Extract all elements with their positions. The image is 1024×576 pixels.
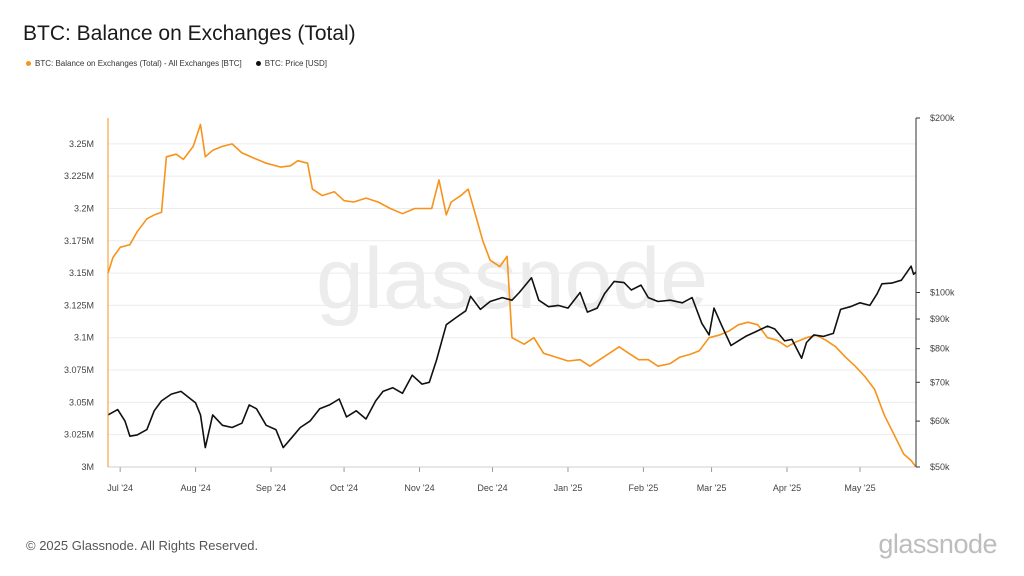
y-tick-label-right: $80k [930, 344, 950, 354]
y-tick-label-right: $200k [930, 113, 955, 123]
x-tick-label: Sep '24 [256, 483, 286, 493]
x-tick-label: Oct '24 [330, 483, 358, 493]
legend-label-balance: BTC: Balance on Exchanges (Total) - All … [35, 59, 242, 68]
y-tick-label-left: 3M [81, 462, 94, 472]
page-title: BTC: Balance on Exchanges (Total) [23, 22, 356, 45]
y-tick-label-left: 3.175M [64, 236, 94, 246]
legend-item-price[interactable]: BTC: Price [USD] [255, 59, 327, 68]
brand-logo: glassnode [878, 529, 997, 559]
watermark: glassnode [316, 231, 708, 327]
y-tick-label-right: $90k [930, 314, 950, 324]
x-tick-label: Feb '25 [629, 483, 659, 493]
legend-dot-price [255, 61, 261, 66]
x-tick-label: Aug '24 [180, 483, 210, 493]
series-line-price [107, 265, 917, 449]
y-tick-label-left: 3.2M [74, 203, 94, 213]
legend-dot-balance [26, 61, 31, 66]
x-tick-label: Dec '24 [477, 483, 507, 493]
legend: BTC: Balance on Exchanges (Total) - All … [26, 59, 327, 68]
y-tick-label-right: $50k [930, 462, 950, 472]
series-line-balance [107, 123, 917, 468]
y-tick-label-right: $100k [930, 288, 955, 298]
x-tick-label: Mar '25 [697, 483, 727, 493]
y-tick-label-left: 3.1M [74, 333, 94, 343]
x-tick-label: Nov '24 [404, 483, 434, 493]
y-tick-label-left: 3.15M [69, 268, 94, 278]
y-tick-label-left: 3.225M [64, 171, 94, 181]
y-tick-label-right: $70k [930, 377, 950, 387]
y-tick-label-left: 3.125M [64, 300, 94, 310]
y-tick-label-left: 3.05M [69, 397, 94, 407]
y-tick-label-left: 3.075M [64, 365, 94, 375]
y-tick-label-left: 3.25M [69, 139, 94, 149]
y-tick-label-left: 3.025M [64, 430, 94, 440]
x-tick-label: Apr '25 [773, 483, 801, 493]
x-tick-label: Jul '24 [107, 483, 133, 493]
legend-item-balance[interactable]: BTC: Balance on Exchanges (Total) - All … [26, 59, 242, 68]
x-tick-label: Jan '25 [554, 483, 583, 493]
legend-label-price: BTC: Price [USD] [264, 59, 327, 68]
x-tick-label: May '25 [844, 483, 875, 493]
y-tick-label-right: $60k [930, 416, 950, 426]
copyright: © 2025 Glassnode. All Rights Reserved. [26, 538, 259, 553]
